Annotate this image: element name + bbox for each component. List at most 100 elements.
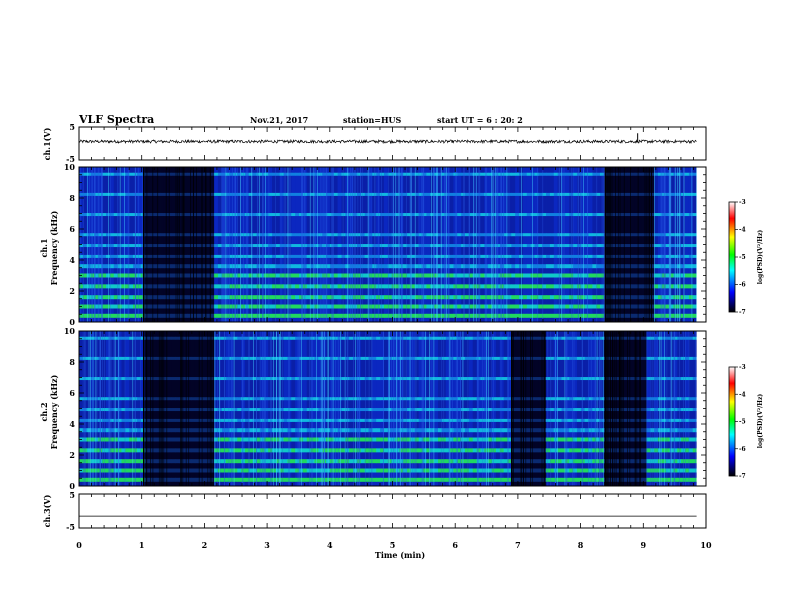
spec-band-segment <box>129 428 134 433</box>
spec-band-segment <box>360 264 366 269</box>
spec-band-segment <box>685 172 690 176</box>
spec-band-segment <box>549 264 555 269</box>
spec-band-segment <box>472 356 477 360</box>
spec-band-segment <box>167 264 173 269</box>
spec-band-segment <box>314 254 319 258</box>
spec-band-segment <box>465 477 470 482</box>
spec-band-segment <box>156 244 161 248</box>
spec-band-segment <box>584 172 589 176</box>
spec-band-segment <box>573 273 578 278</box>
spec-band-segment <box>437 273 443 278</box>
spec-band-segment <box>202 254 207 258</box>
spec-band-segment <box>360 284 366 289</box>
spec-band-segment <box>403 254 408 258</box>
spec-band-segment <box>623 477 628 482</box>
spec-band-segment <box>623 192 628 196</box>
spec-band-segment <box>295 254 300 258</box>
spec-band-segment <box>557 468 562 473</box>
spec-band-segment <box>654 428 659 433</box>
spec-band-segment <box>318 477 323 482</box>
spec-band-segment <box>187 295 192 300</box>
spec-band-segment <box>248 284 254 289</box>
spec-band-segment <box>337 408 342 412</box>
spec-band-segment <box>422 428 427 433</box>
spec-band-segment <box>407 244 412 248</box>
spec-band-segment <box>152 273 157 278</box>
spec-band-segment <box>368 397 373 401</box>
spec-band-segment <box>310 264 315 269</box>
spec-band-segment <box>557 418 562 422</box>
spec-band-segment <box>171 459 176 464</box>
spec-band-segment <box>275 356 281 360</box>
spec-band-segment <box>488 428 493 433</box>
spec-band-segment <box>113 264 118 269</box>
spec-band-segment <box>333 408 339 412</box>
spec-band-segment <box>322 264 327 269</box>
spec-band-segment <box>283 468 288 473</box>
spec-band-segment <box>353 273 358 278</box>
spec-band-segment <box>515 418 520 422</box>
spec-band-segment <box>198 397 203 401</box>
spec-band-segment <box>383 397 389 401</box>
spec-band-segment <box>526 313 532 318</box>
spec-band-segment <box>368 172 373 176</box>
spec-band-segment <box>542 172 547 176</box>
y-tick-label: 10 <box>64 162 76 172</box>
spec-band-segment <box>214 477 219 482</box>
spec-band-segment <box>588 437 593 442</box>
spec-band-segment <box>248 477 254 482</box>
spec-band-segment <box>522 428 528 433</box>
spec-band-segment <box>457 264 462 269</box>
spec-band-segment <box>407 304 412 309</box>
spec-band-segment <box>206 408 211 412</box>
spec-band-segment <box>688 468 694 473</box>
spec-band-segment <box>295 313 300 318</box>
spec-band-segment <box>102 254 107 258</box>
spec-band-segment <box>661 468 667 473</box>
spec-band-segment <box>171 313 176 318</box>
spec-band-segment <box>194 377 200 381</box>
spec-band-segment <box>136 459 142 464</box>
spec-band-segment <box>526 408 532 412</box>
spec-band-segment <box>160 304 165 309</box>
spec-band-segment <box>279 408 284 412</box>
spec-band-segment <box>125 448 130 453</box>
spec-band-segment <box>445 336 450 340</box>
spec-band-segment <box>407 192 412 196</box>
spec-band-segment <box>403 477 408 482</box>
spec-band-segment <box>538 284 543 289</box>
spec-band-segment <box>171 377 176 381</box>
spec-band-segment <box>495 356 501 360</box>
spec-band-segment <box>163 356 169 360</box>
spec-band-segment <box>588 254 593 258</box>
spec-band-segment <box>507 377 512 381</box>
spec-band-segment <box>573 418 578 422</box>
spec-band-segment <box>546 192 551 196</box>
spec-band-segment <box>353 418 358 422</box>
spec-band-segment <box>368 448 373 453</box>
spec-band-segment <box>673 408 678 412</box>
spec-band-segment <box>588 336 593 340</box>
spec-band-segment <box>113 468 118 473</box>
spec-band-segment <box>569 428 574 433</box>
spec-band-segment <box>449 437 454 442</box>
spec-band-segment <box>237 428 242 433</box>
spec-band-segment <box>584 459 589 464</box>
spec-band-segment <box>488 336 493 340</box>
spec-band-segment <box>492 408 497 412</box>
spec-band-segment <box>619 377 624 381</box>
spec-band-segment <box>364 459 369 464</box>
spec-band-segment <box>654 273 659 278</box>
spec-band-segment <box>353 356 358 360</box>
spec-band-segment <box>623 313 628 318</box>
spec-band-segment <box>364 172 369 176</box>
spec-band-segment <box>136 233 142 237</box>
spec-band-segment <box>248 172 254 176</box>
spec-band-segment <box>279 477 284 482</box>
spec-band-segment <box>79 418 84 422</box>
spec-band-segment <box>688 172 694 176</box>
spec-band-segment <box>584 397 589 401</box>
spec-band-segment <box>125 284 130 289</box>
spec-band-segment <box>380 172 385 176</box>
spec-band-segment <box>244 336 250 340</box>
